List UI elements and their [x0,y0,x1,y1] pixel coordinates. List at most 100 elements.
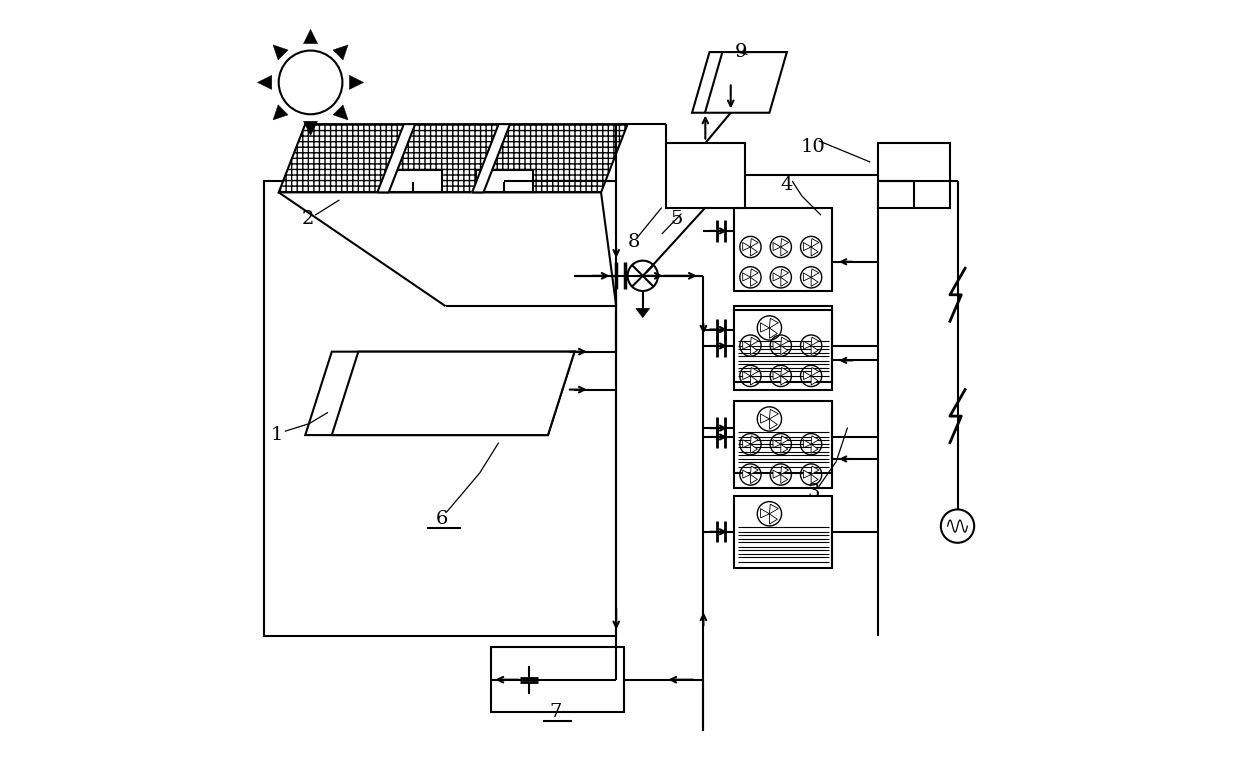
Polygon shape [750,367,759,376]
Polygon shape [750,376,758,385]
Polygon shape [781,474,787,484]
Polygon shape [692,52,787,113]
Bar [384,170,441,193]
Polygon shape [743,242,750,251]
Polygon shape [760,414,769,423]
Text: 9: 9 [735,43,748,61]
Polygon shape [273,45,288,60]
Polygon shape [769,410,779,419]
Polygon shape [773,273,781,281]
Polygon shape [350,76,363,89]
Polygon shape [781,277,787,286]
Polygon shape [773,439,781,448]
Polygon shape [811,367,818,376]
Polygon shape [760,323,769,332]
Polygon shape [804,341,811,349]
Polygon shape [750,345,758,354]
Polygon shape [258,76,272,89]
Bar [878,143,950,208]
Polygon shape [804,371,811,380]
Bar [734,310,832,382]
Text: 7: 7 [549,703,562,721]
Polygon shape [781,345,787,354]
Bar [734,405,832,488]
Polygon shape [760,509,769,518]
Polygon shape [773,470,781,478]
Polygon shape [750,337,759,345]
Polygon shape [781,466,789,474]
Polygon shape [769,504,779,513]
Polygon shape [769,319,779,328]
Polygon shape [773,341,781,349]
Polygon shape [743,439,750,448]
Bar [734,401,832,473]
Text: 5: 5 [671,210,683,228]
Polygon shape [636,309,650,318]
Polygon shape [743,470,750,478]
Polygon shape [305,351,574,435]
Polygon shape [773,242,781,251]
Polygon shape [811,376,818,385]
Bar [264,181,616,636]
Bar [878,181,884,636]
Polygon shape [781,367,789,376]
Polygon shape [743,341,750,349]
Polygon shape [769,419,777,429]
Polygon shape [750,238,759,247]
Bar [734,208,832,291]
Bar [491,647,624,712]
Polygon shape [811,474,818,484]
Text: 2: 2 [301,210,314,228]
Text: 8: 8 [627,233,640,251]
Polygon shape [804,273,811,281]
Polygon shape [811,345,818,354]
Polygon shape [334,45,348,60]
Polygon shape [811,444,818,453]
Text: 3: 3 [807,483,820,501]
Polygon shape [811,269,818,277]
Text: 1: 1 [272,426,284,444]
Polygon shape [811,277,818,286]
Polygon shape [750,435,759,444]
Polygon shape [750,277,758,286]
Bar [734,306,832,390]
Polygon shape [273,105,288,120]
Polygon shape [781,435,789,444]
Bar [734,496,832,568]
Polygon shape [304,121,317,135]
Polygon shape [804,439,811,448]
Polygon shape [804,242,811,251]
Polygon shape [377,124,415,193]
Polygon shape [750,466,759,474]
Polygon shape [804,470,811,478]
Polygon shape [332,351,574,435]
Text: 4: 4 [781,176,794,194]
Polygon shape [279,124,627,193]
Polygon shape [811,247,818,256]
Polygon shape [773,371,781,380]
Polygon shape [472,124,510,193]
Bar [666,143,745,208]
Polygon shape [750,247,758,256]
Polygon shape [743,273,750,281]
Polygon shape [750,269,759,277]
Polygon shape [750,474,758,484]
Polygon shape [769,513,777,524]
Polygon shape [781,444,787,453]
Polygon shape [334,105,348,120]
Polygon shape [781,269,789,277]
Polygon shape [781,376,787,385]
Text: 10: 10 [801,138,826,156]
Polygon shape [811,466,818,474]
Polygon shape [781,337,789,345]
Bar [476,170,533,193]
Text: 6: 6 [435,510,448,527]
Polygon shape [781,238,789,247]
Polygon shape [781,247,787,256]
Polygon shape [743,371,750,380]
Polygon shape [750,444,758,453]
Polygon shape [811,337,818,345]
Polygon shape [304,29,317,44]
Polygon shape [811,238,818,247]
Polygon shape [769,328,777,338]
